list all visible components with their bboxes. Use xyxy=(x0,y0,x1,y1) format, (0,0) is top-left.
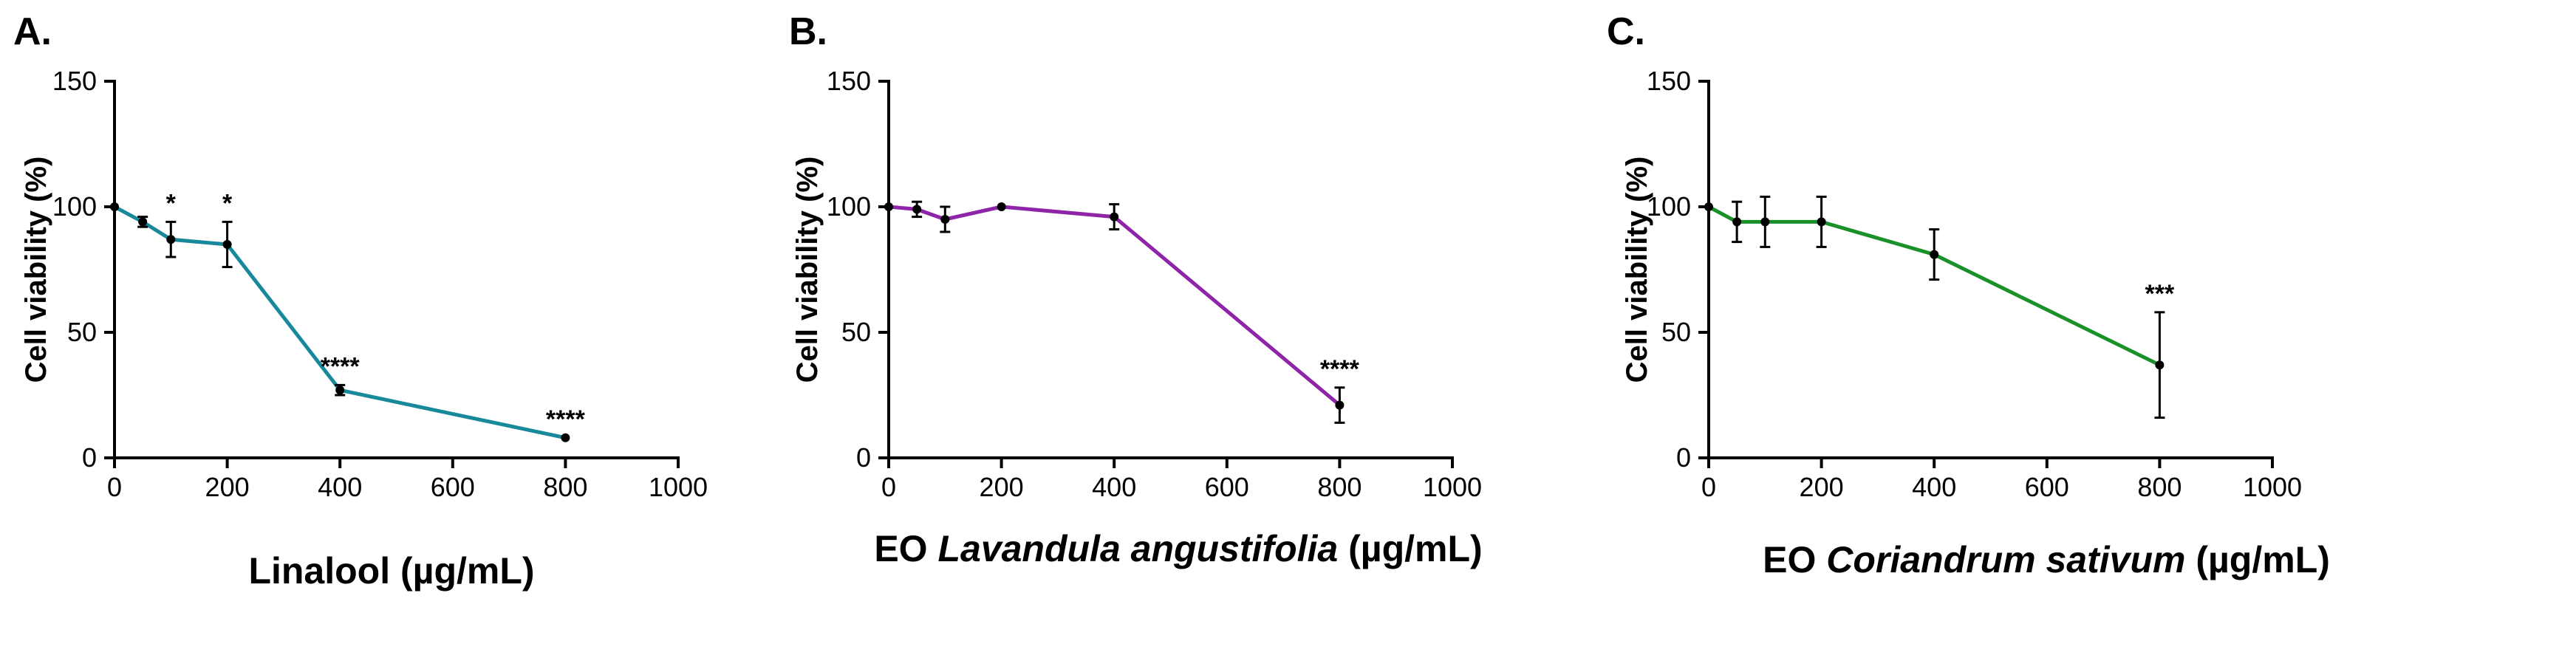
x-tick-label: 200 xyxy=(980,472,1024,502)
x-tick-label: 400 xyxy=(1092,472,1136,502)
y-axis-label: Cell viability (%) xyxy=(20,157,52,383)
x-tick-label: 200 xyxy=(205,472,250,502)
data-point xyxy=(912,205,922,214)
x-tick-label: 1000 xyxy=(2243,472,2302,502)
series-line xyxy=(113,205,566,440)
y-axis-label: Cell viability (%) xyxy=(1621,157,1653,383)
data-point xyxy=(1930,250,1939,259)
y-tick-label: 150 xyxy=(827,66,871,96)
x-tick-label: 600 xyxy=(2025,472,2069,502)
data-point xyxy=(1732,217,1742,227)
x-tick-label: 600 xyxy=(431,472,475,502)
data-point xyxy=(222,240,232,249)
y-tick-label: 50 xyxy=(1661,317,1691,347)
x-tick-label: 0 xyxy=(107,472,122,502)
x-tick-label: 600 xyxy=(1205,472,1249,502)
y-tick-label: 0 xyxy=(1676,442,1691,473)
x-axis-label-part: (µg/mL) xyxy=(2185,539,2329,580)
data-point xyxy=(1817,217,1826,227)
x-axis-label-part: Lavandula angustifolia xyxy=(937,528,1338,569)
chart-panel-1: A. 0 50 100 150 0 200 400 600 800 1000 Cell viabili… xyxy=(13,10,708,592)
data-point xyxy=(1335,400,1345,410)
data-point xyxy=(110,202,119,211)
significance-annotation: *** xyxy=(2145,280,2175,308)
x-axis-label: EO Lavandula angustifolia (µg/mL) xyxy=(874,528,1482,569)
y-tick-label: 100 xyxy=(827,191,871,222)
data-point xyxy=(2155,360,2165,370)
x-tick-label: 800 xyxy=(2137,472,2182,502)
y-axis-label: Cell viability (%) xyxy=(791,157,824,383)
data-point xyxy=(138,217,148,227)
chart-panel-2: B. 0 50 100 150 0 200 400 600 800 1000 Cell viabili… xyxy=(789,10,1483,569)
series-line xyxy=(1707,205,2161,367)
x-axis-label-part: EO xyxy=(1763,539,1826,580)
x-axis-label-part: Linalool (µg/mL) xyxy=(248,550,534,592)
y-tick-label: 150 xyxy=(52,66,97,96)
data-point xyxy=(1704,202,1713,211)
x-tick-label: 1000 xyxy=(649,472,708,502)
y-tick-label: 50 xyxy=(67,317,97,347)
significance-annotation: **** xyxy=(1320,355,1360,383)
x-axis-label: EO Coriandrum sativum (µg/mL) xyxy=(1763,539,2330,580)
x-tick-label: 400 xyxy=(318,472,362,502)
data-point xyxy=(561,433,570,442)
panel-label: A. xyxy=(13,10,52,53)
significance-annotation: **** xyxy=(546,405,586,433)
data-point xyxy=(940,215,950,224)
y-tick-label: 0 xyxy=(82,442,97,473)
data-point xyxy=(166,235,176,244)
series-line xyxy=(888,205,1342,407)
panel-label: B. xyxy=(789,10,827,53)
x-axis-label-part: EO xyxy=(874,528,937,569)
x-axis-label-part: (µg/mL) xyxy=(1338,528,1482,569)
significance-annotation: * xyxy=(166,189,177,217)
x-axis-label-part: Coriandrum sativum xyxy=(1826,539,2185,580)
x-tick-label: 200 xyxy=(1800,472,1844,502)
significance-annotation: * xyxy=(222,189,233,217)
significance-annotation: **** xyxy=(321,352,361,380)
data-point xyxy=(1110,212,1119,222)
y-tick-label: 0 xyxy=(856,442,871,473)
x-tick-label: 0 xyxy=(1701,472,1716,502)
chart-panel-3: C. 0 50 100 150 0 200 400 600 800 1000 Cell viabili… xyxy=(1607,10,2330,580)
x-tick-label: 400 xyxy=(1912,472,1956,502)
x-tick-label: 0 xyxy=(881,472,896,502)
x-tick-label: 800 xyxy=(1317,472,1362,502)
y-tick-label: 100 xyxy=(1647,191,1691,222)
y-tick-label: 150 xyxy=(1647,66,1691,96)
data-point xyxy=(335,385,345,395)
data-point xyxy=(884,202,893,211)
data-point xyxy=(997,202,1006,211)
x-tick-label: 800 xyxy=(543,472,587,502)
x-tick-label: 1000 xyxy=(1423,472,1482,502)
data-point xyxy=(1760,217,1770,227)
y-tick-label: 100 xyxy=(52,191,97,222)
x-axis-label: Linalool (µg/mL) xyxy=(248,550,534,592)
y-tick-label: 50 xyxy=(841,317,871,347)
panel-label: C. xyxy=(1607,10,1645,53)
